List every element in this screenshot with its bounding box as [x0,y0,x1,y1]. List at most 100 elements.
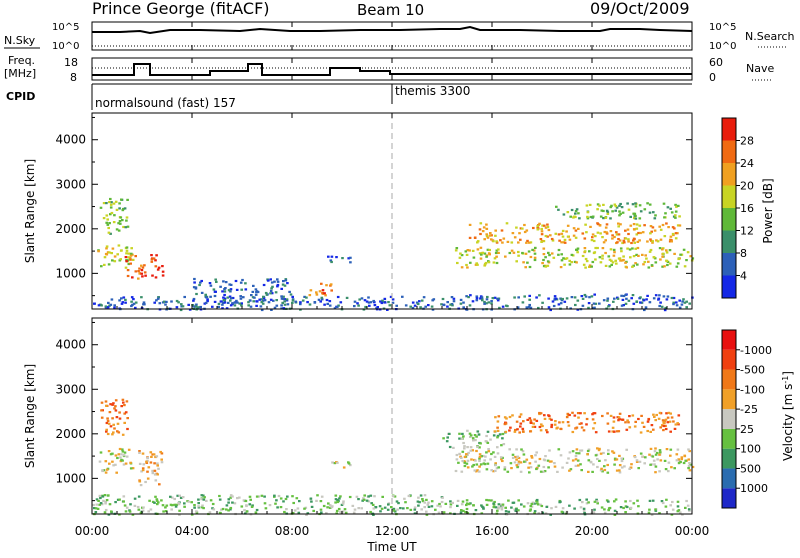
velocity-cell [626,419,629,422]
power-cell [566,211,570,214]
velocity-cell [474,439,477,442]
power-cell [615,231,618,234]
velocity-cell [99,451,103,454]
velocity-cell [580,469,583,472]
power-cell [175,306,179,309]
power-cell [269,278,272,281]
velocity-cell [122,401,125,404]
velocity-cell [341,510,345,513]
power-cell [632,302,636,305]
velocity-cell [373,495,376,498]
velocity-cell [685,499,688,503]
power-cell [574,303,577,307]
power-cell [100,265,103,268]
power-cell [504,255,507,258]
velocity-cell [519,413,523,416]
velocity-cell [677,462,681,465]
velocity-patch [442,429,507,449]
velocity-cell [666,421,670,424]
velocity-cell [593,412,597,415]
velocity-cell [512,501,516,504]
power-cell [442,303,446,307]
power-cell [568,263,572,266]
velocity-cell [674,423,678,426]
power-cell [576,308,580,311]
velocity-cell [245,510,249,513]
power-cell [105,202,108,205]
power-cell [637,231,640,235]
velocity-cell [468,432,472,435]
power-cell [589,215,593,219]
velocity-cell [423,506,426,509]
power-cell [578,217,581,220]
velocity-cell [561,507,565,510]
power-cell [676,262,680,265]
power-cell [113,255,117,258]
power-heatmap [93,197,695,312]
power-patch [192,277,295,307]
power-cell [585,260,589,263]
velocity-cell [486,462,490,465]
velocity-cell [319,500,323,503]
velocity-cell [640,414,643,417]
power-cell [107,301,110,304]
velocity-cell [455,458,459,461]
power-cell [422,296,426,299]
power-cell [164,303,167,306]
velocity-cell [292,501,295,505]
velocity-heatmap [92,398,695,516]
velocity-cell [629,466,633,469]
velocity-cell [648,499,652,502]
power-cell [680,303,684,306]
velocity-cell [641,455,644,458]
power-cell [323,292,326,295]
velocity-cell [151,453,154,456]
power-cell [130,252,133,255]
velocity-cell [156,462,159,465]
power-cell [413,304,417,307]
velocity-cell [494,464,497,467]
velocity-cell [492,434,496,437]
power-cell [525,306,529,309]
power-cell [541,301,544,304]
power-cell [612,248,616,251]
power-cell [568,259,571,262]
power-cell [465,295,468,298]
velocity-cell [118,417,122,420]
power-cell [165,300,168,303]
velocity-cell [535,419,539,422]
power-cell [590,265,593,268]
power-cell [153,301,156,304]
velocity-cell [611,430,614,433]
velocity-cell [397,502,400,505]
velocity-cell [579,412,582,415]
velocity-cell [615,458,619,461]
velocity-cell [140,470,143,473]
power-cell [632,255,636,258]
velocity-cell [465,503,468,507]
power-cell [151,274,154,277]
power-cell [175,299,179,303]
power-ytick-label: 1000 [55,266,86,280]
power-cell [110,201,113,204]
power-cell [565,257,569,260]
velocity-cell [475,463,479,466]
velocity-cell [501,505,504,508]
velocity-cell [559,427,563,431]
power-cell [486,295,489,299]
power-cell [99,206,103,209]
velocity-cell [511,414,514,417]
velocity-cell [638,460,642,463]
velocity-cell [114,463,117,466]
velocity-cell [650,513,654,516]
velocity-cell [460,437,464,440]
velocity-cell [257,495,261,498]
velocity-cell [597,449,601,452]
power-cell [535,296,538,299]
velocity-cell [156,503,159,506]
power-cell [560,253,563,256]
velocity-cell [603,465,606,468]
power-cell [583,237,587,240]
power-cell [269,289,273,292]
